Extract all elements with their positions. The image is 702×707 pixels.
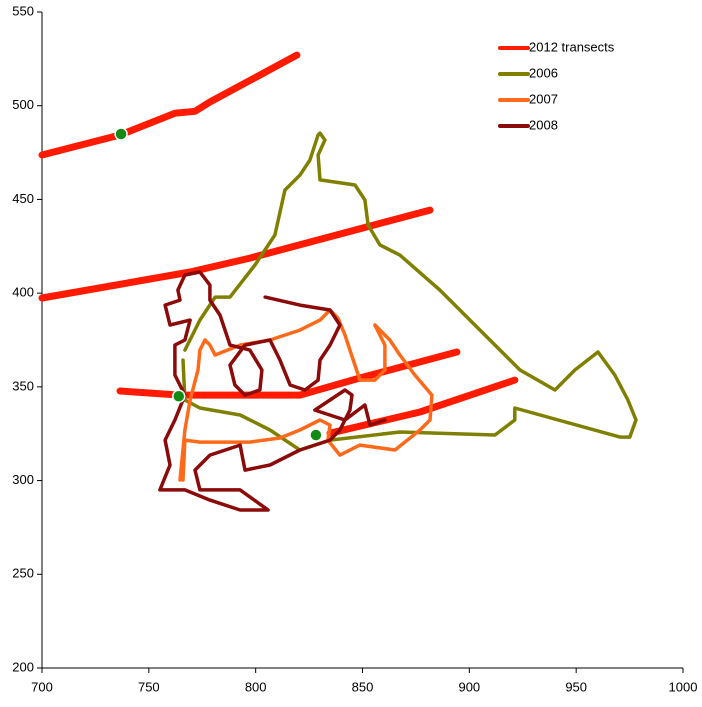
- y-tick-label: 250: [12, 566, 34, 581]
- y-tick-label: 500: [12, 97, 34, 112]
- y-tick-label: 350: [12, 378, 34, 393]
- legend-label: 2006: [529, 65, 558, 80]
- x-tick-label: 850: [352, 679, 374, 694]
- series-line: [38, 51, 519, 437]
- y-tick-label: 550: [12, 3, 34, 18]
- x-tick-label: 750: [138, 679, 160, 694]
- marker-dot: [171, 389, 186, 403]
- x-tick-label: 1000: [669, 679, 698, 694]
- x-tick-label: 800: [245, 679, 267, 694]
- series-line: [158, 270, 387, 512]
- legend-label: 2012 transects: [529, 39, 615, 54]
- marker-dot: [114, 127, 128, 141]
- legend-label: 2008: [529, 117, 558, 132]
- x-tick-label: 900: [458, 679, 480, 694]
- series-line: [178, 308, 434, 482]
- legend-label: 2007: [529, 91, 558, 106]
- x-tick-label: 950: [565, 679, 587, 694]
- series-line: [181, 131, 638, 452]
- x-tick-label: 700: [31, 679, 53, 694]
- y-tick-label: 450: [12, 191, 34, 206]
- y-tick-label: 300: [12, 472, 34, 487]
- y-tick-label: 200: [12, 659, 34, 674]
- y-tick-label: 400: [12, 285, 34, 300]
- marker-dot: [309, 428, 323, 442]
